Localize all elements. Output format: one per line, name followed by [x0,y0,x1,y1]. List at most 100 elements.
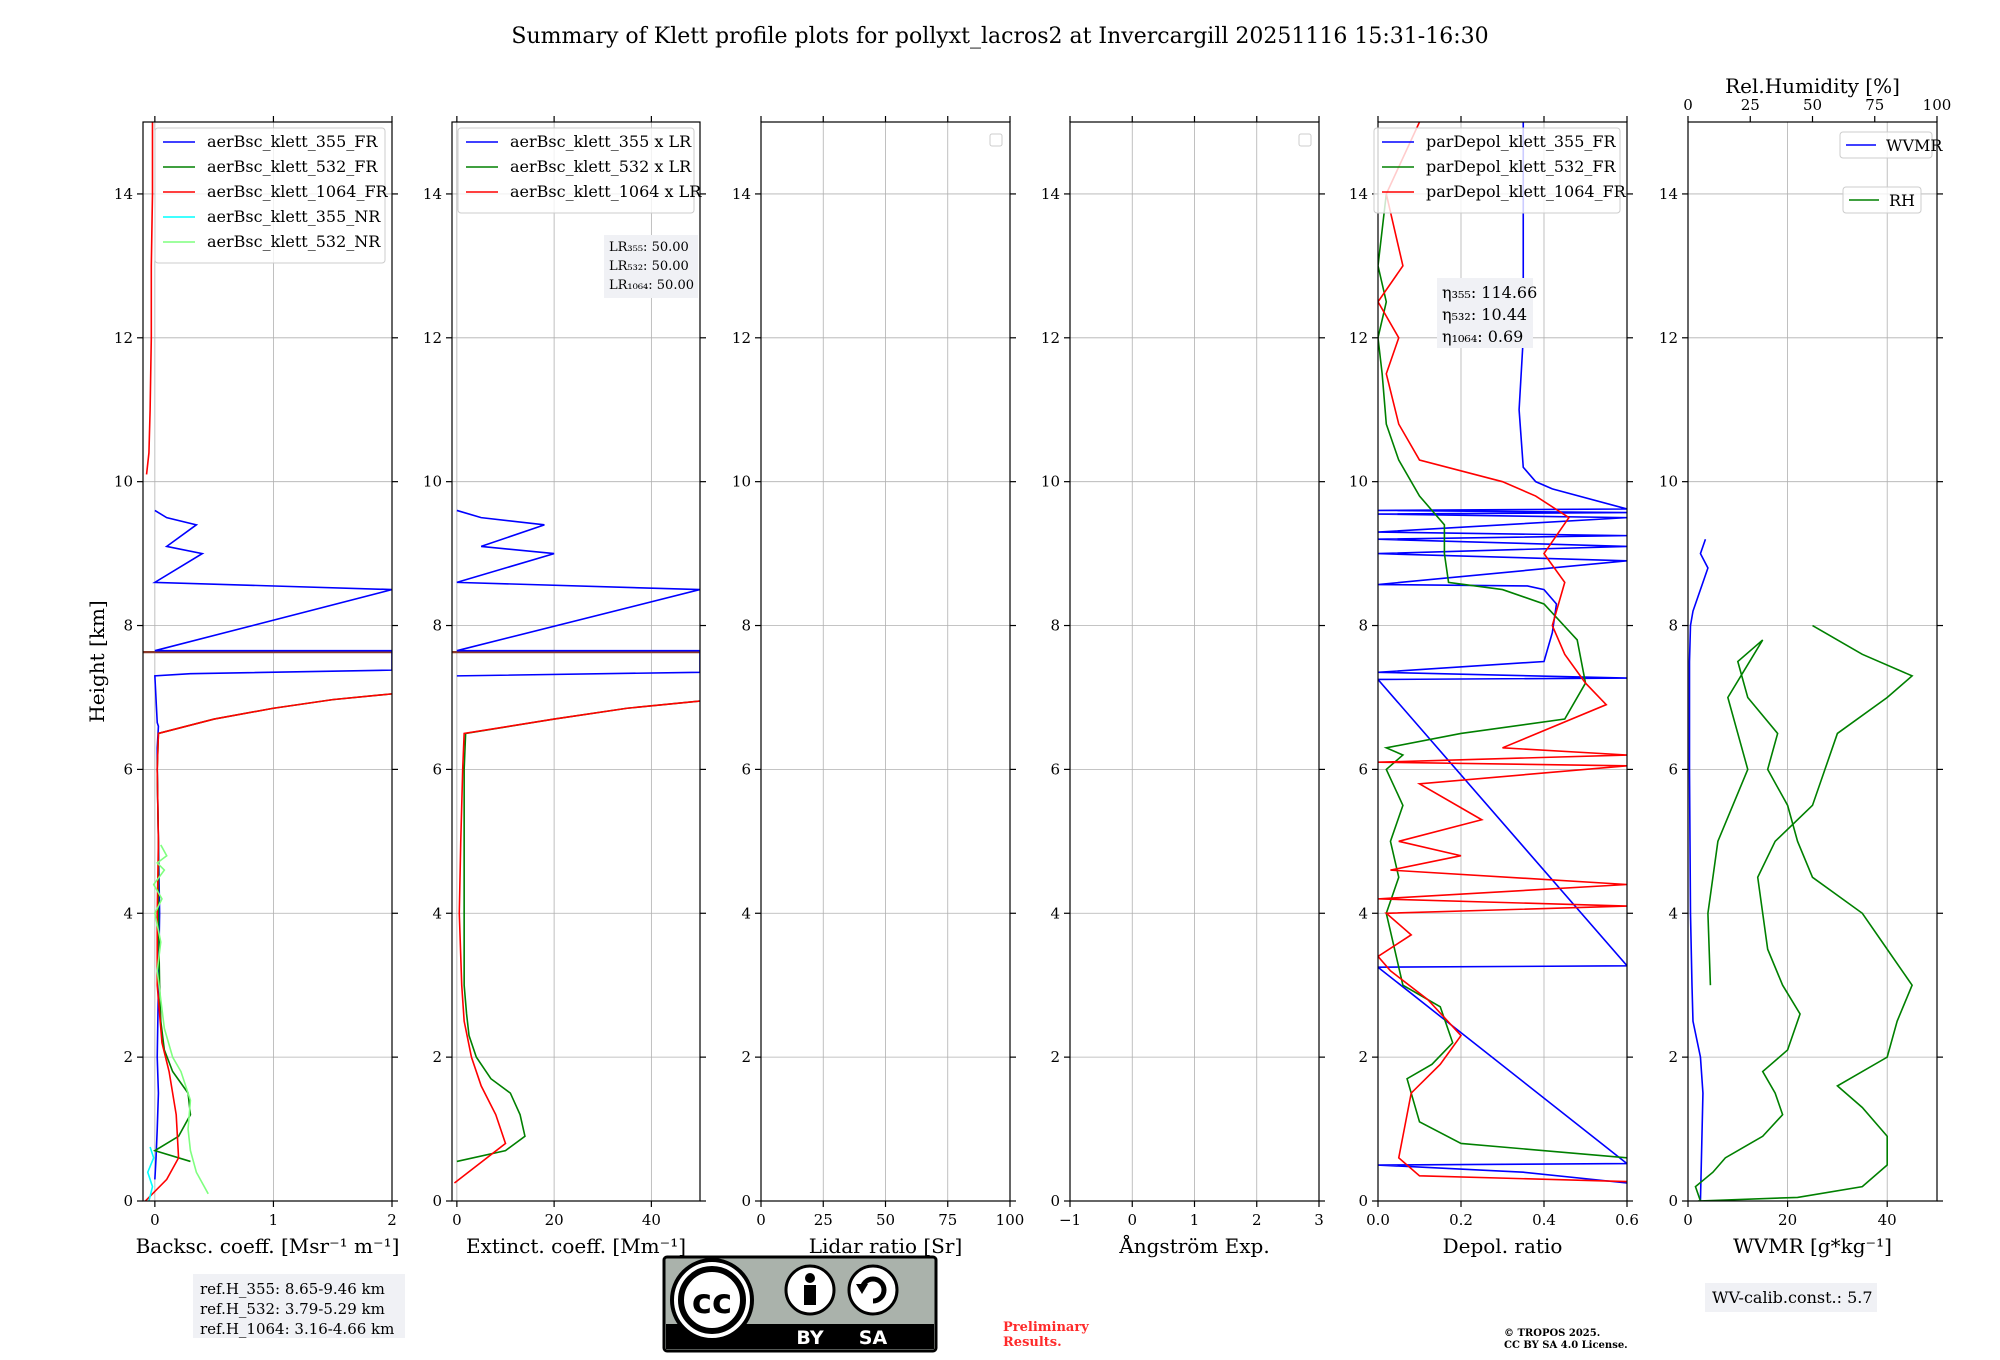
series-parDepol_klett_1064_FR [1378,122,1627,1183]
copyright-line-1: © TROPOS 2025. [1504,1328,1600,1339]
legend-box [1373,127,1621,214]
top-x-tick-label: 50 [1803,96,1822,114]
y-tick-label: 14 [114,185,133,203]
eta-value: η₅₃₂: 10.44 [1442,305,1527,324]
y-tick-label: 0 [123,1192,133,1210]
y-tick-label: 6 [1358,760,1368,778]
y-tick-label: 8 [1358,617,1368,635]
series-WVMR [1688,538,1709,1201]
y-tick-label: 8 [1050,617,1060,635]
ref-height-532: ref.H_532: 3.79-5.29 km [200,1300,385,1318]
y-tick-label: 6 [1050,760,1060,778]
y-tick-label: 0 [1050,1192,1060,1210]
x-axis-label: Extinct. coeff. [Mm⁻¹] [466,1234,686,1258]
legend-label: aerBsc_klett_532_FR [207,157,378,176]
wv-calib-box [1705,1283,1877,1312]
y-tick-label: 4 [432,904,442,922]
y-tick-label: 8 [741,617,751,635]
y-tick-label: 6 [741,760,751,778]
panel-ext: 0 20 40 0 2 4 6 8 10 12 14 Extinct. coeff. [Mm⁻¹] ae… [423,116,706,1258]
top-x-tick-label: 75 [1865,96,1884,114]
legend-label: parDepol_klett_355_FR [1426,132,1617,151]
legend-label: aerBsc_klett_532 x LR [510,157,692,176]
y-tick-label: 6 [432,760,442,778]
x-tick-label: 0 [150,1211,160,1229]
x-axis-label: WVMR [g*kg⁻¹] [1733,1234,1892,1258]
series-aerBsc_klett_1064 x LR [453,700,700,1184]
eta-box [1437,278,1533,348]
lidar-ratio-value: LR₁₀₆₄: 50.00 [609,278,694,293]
x-tick-label: 50 [876,1211,895,1229]
y-tick-label: 8 [1668,617,1678,635]
y-tick-label: 10 [1659,473,1678,491]
legend-label: aerBsc_klett_1064 x LR [510,182,702,201]
axes-frame [1377,121,1628,1202]
y-tick-label: 10 [114,473,133,491]
y-tick-label: 4 [1358,904,1368,922]
y-tick-label: 14 [1041,185,1060,203]
y-tick-label: 14 [732,185,751,203]
x-tick-label: 0 [1127,1211,1137,1229]
y-tick-label: 4 [1668,904,1678,922]
y-tick-label: 2 [1358,1048,1368,1066]
y-tick-label: 12 [114,329,133,347]
series-RH-profile [1694,624,1914,1201]
x-tick-label: 3 [1314,1211,1324,1229]
x-tick-label: 40 [1878,1211,1897,1229]
axes-frame [142,121,393,1202]
lidar-ratio-value: LR₅₃₂: 50.00 [609,259,689,274]
legend-label: aerBsc_klett_355 x LR [510,132,692,151]
y-tick-label: 12 [732,329,751,347]
panel-lr: 0 25 50 75 100 0 2 4 6 8 10 12 14 Lidar ratio [Sr] [732,116,1024,1258]
x-tick-label: 2 [1252,1211,1262,1229]
cc-by-label: BY [796,1327,823,1349]
x-tick-label: 1 [1190,1211,1200,1229]
y-tick-label: 12 [1349,329,1368,347]
wv-calib-value: WV-calib.const.: 5.7 [1712,1288,1873,1307]
top-x-tick-label: 100 [1923,96,1952,114]
y-tick-label: 14 [1659,185,1678,203]
legend-box [154,127,386,264]
top-x-tick-label: 25 [1741,96,1760,114]
axes-frame [451,121,701,1202]
empty-legend [1298,133,1312,147]
series-aerBsc_klett_1064_FR_top [145,122,154,475]
legend-box [457,127,695,214]
panel-depol: 0.0 0.2 0.4 0.6 0 2 4 6 8 10 12 14 Depol. ratio parDe… [1349,116,1639,1258]
y-tick-label: 0 [1358,1192,1368,1210]
y-tick-label: 12 [423,329,442,347]
x-axis-label: Lidar ratio [Sr] [809,1234,963,1258]
y-tick-label: 14 [1349,185,1368,203]
legend-box [1839,131,1933,159]
cc-sa-label: SA [859,1327,888,1349]
x-axis-label: Depol. ratio [1443,1234,1563,1258]
y-tick-label: 2 [1050,1048,1060,1066]
y-tick-label: 10 [1349,473,1368,491]
ref-height-355: ref.H_355: 8.65-9.46 km [200,1280,385,1298]
lidar-ratio-value: LR₃₅₅: 50.00 [609,240,689,255]
x-tick-label: 0.2 [1449,1211,1473,1229]
y-tick-label: 8 [123,617,133,635]
y-tick-label: 12 [1659,329,1678,347]
top-x-axis-label: Rel.Humidity [%] [1725,74,1900,98]
y-tick-label: 8 [432,617,442,635]
series-aerBsc_klett_532 x LR [456,700,700,1163]
y-tick-label: 2 [1668,1048,1678,1066]
series-aerBsc_klett_355_NR [146,1146,155,1201]
y-tick-label: 0 [741,1192,751,1210]
x-axis-label: Backsc. coeff. [Msr⁻¹ m⁻¹] [136,1234,400,1258]
series-aerBsc_klett_355_FR [152,509,392,1180]
empty-legend [989,133,1003,147]
x-tick-label: 100 [996,1211,1025,1229]
x-tick-label: 0 [1683,1211,1693,1229]
x-tick-label: 1 [269,1211,279,1229]
y-tick-label: 4 [741,904,751,922]
cc-logo-text: cc [692,1282,732,1322]
legend-box [1842,186,1922,214]
cc-license-badge: cc BY SA [662,1255,938,1353]
legend-label: aerBsc_klett_532_NR [207,232,381,251]
ref-height-1064: ref.H_1064: 3.16-4.66 km [200,1320,394,1338]
